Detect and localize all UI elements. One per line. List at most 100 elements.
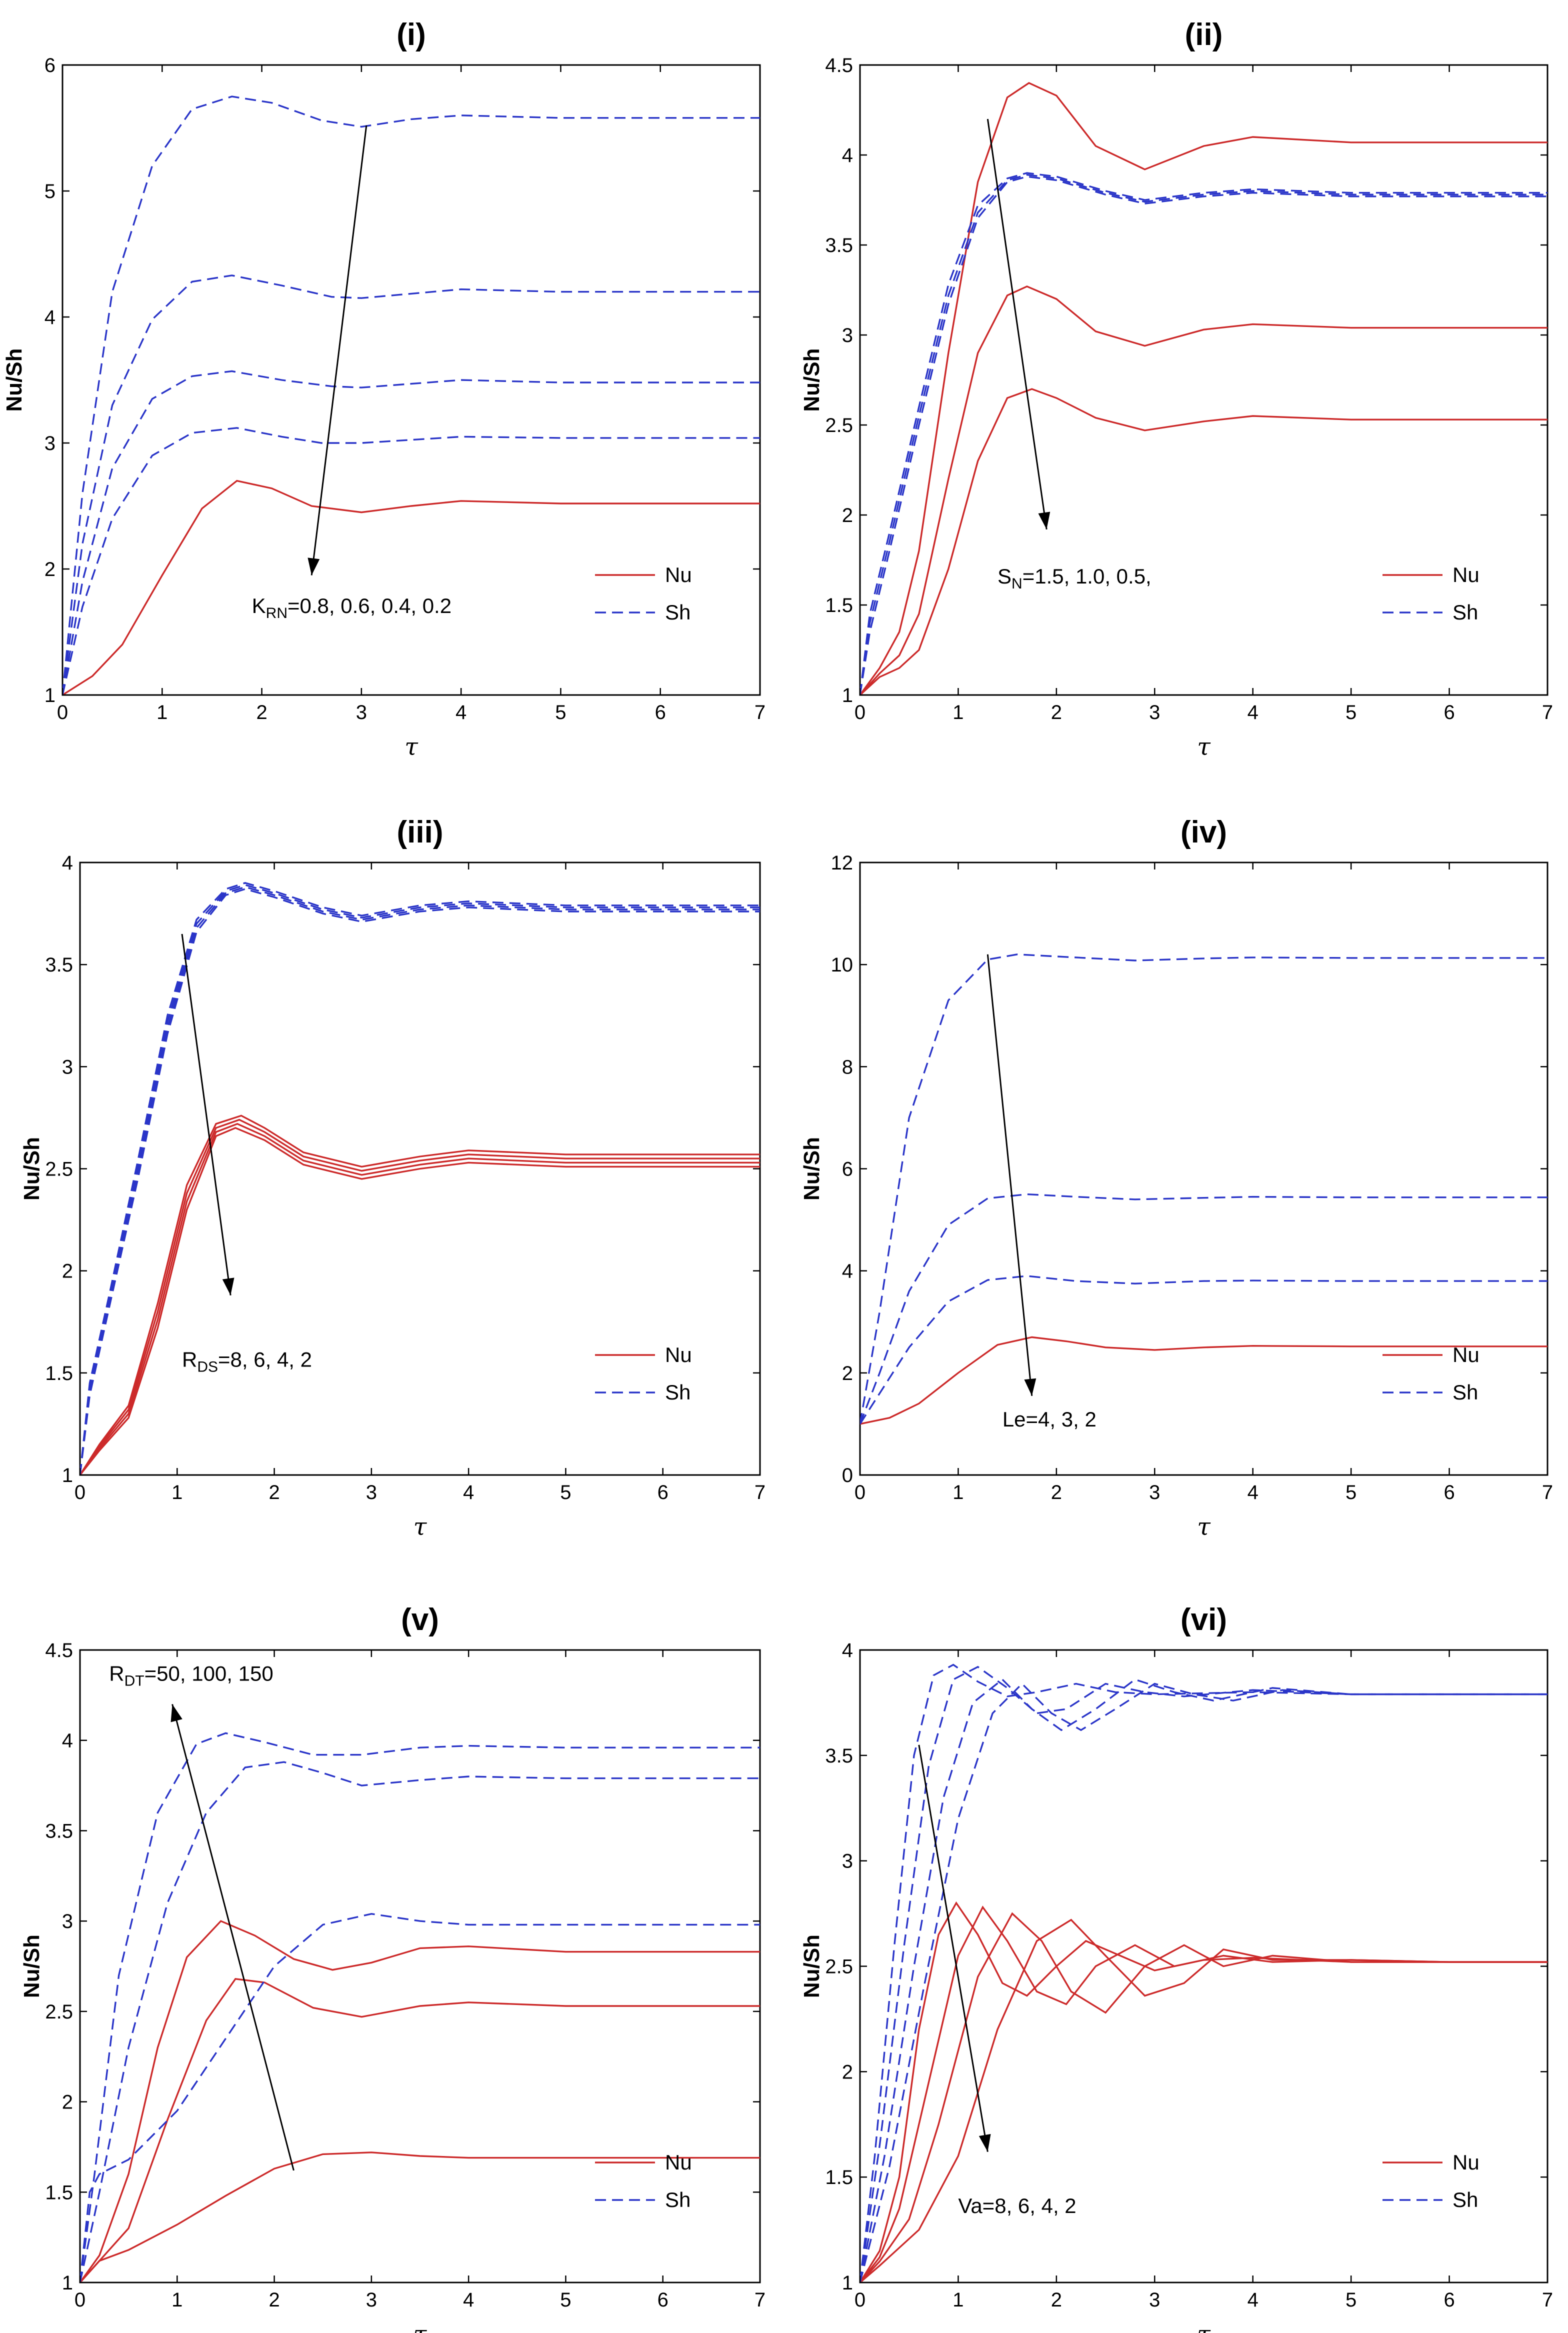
x-tick-label: 3 xyxy=(356,702,367,724)
x-tick-label: 7 xyxy=(754,702,766,724)
legend: Nu Sh xyxy=(1382,563,1480,624)
y-tick-label: 3.5 xyxy=(825,234,853,256)
x-tick-label: 5 xyxy=(560,2289,571,2311)
annotation-arrowhead xyxy=(1038,512,1050,530)
annotation-label: Va=8, 6, 4, 2 xyxy=(958,2194,1076,2218)
series-line-sh-2 xyxy=(860,1275,1548,1424)
x-tick-label: 1 xyxy=(172,2289,182,2311)
y-tick-label: 0 xyxy=(842,1464,853,1486)
y-tick-label: 1.5 xyxy=(45,1362,73,1384)
series-line-sh-5 xyxy=(80,1761,760,2282)
x-tick-label: 1 xyxy=(156,702,168,724)
panel-2: (ii)0 1 2 3 4 5 6 711.522.533.544.5τNu/ShSN=1.5… xyxy=(800,18,1553,761)
x-tick-label: 2 xyxy=(1051,2289,1062,2311)
y-tick-label: 2.5 xyxy=(825,414,853,436)
annotation-arrow xyxy=(986,118,1048,530)
legend-label-sh: Sh xyxy=(665,2188,690,2212)
x-tick-label: 7 xyxy=(754,1482,766,1504)
x-tick-label: 1 xyxy=(952,1482,964,1504)
annotation-subscript: DS xyxy=(197,1359,218,1376)
annotation-arrowhead xyxy=(308,558,320,576)
series-group xyxy=(80,882,760,1475)
x-tick-label: 3 xyxy=(1149,1482,1160,1504)
y-tick-label: 2 xyxy=(62,2092,73,2114)
legend-label-nu: Nu xyxy=(665,2150,692,2174)
x-tick-label: 1 xyxy=(172,1482,182,1504)
y-tick-label: 4 xyxy=(842,144,853,166)
y-tick-label: 3 xyxy=(44,432,56,454)
series-line-sh-6 xyxy=(80,884,760,1475)
x-tick-label: 3 xyxy=(1149,2289,1160,2311)
annotation-arrowhead xyxy=(1024,1378,1036,1396)
y-axis-label: Nu/Sh xyxy=(800,1934,824,1998)
y-tick-label: 4 xyxy=(62,852,73,874)
x-tick-label: 4 xyxy=(463,2289,474,2311)
series-line-nu-3 xyxy=(80,1920,760,2282)
y-tick-label: 3 xyxy=(842,324,853,346)
series-line-sh-5 xyxy=(860,174,1548,695)
annotation-arrowhead xyxy=(978,2134,991,2152)
legend-label-nu: Nu xyxy=(665,563,692,586)
x-axis-label: τ xyxy=(404,733,418,761)
series-line-sh-8 xyxy=(80,888,760,1475)
series-line-sh-3 xyxy=(62,370,760,695)
series-group xyxy=(860,1664,1548,2282)
x-tick-label: 7 xyxy=(754,2289,766,2311)
series-line-sh-4 xyxy=(62,274,760,695)
y-tick-label: 2.5 xyxy=(45,2001,73,2023)
annotation-base: S xyxy=(998,564,1012,588)
y-tick-label: 1.5 xyxy=(825,594,853,616)
x-tick-label: 2 xyxy=(1051,702,1062,724)
x-tick-label: 0 xyxy=(57,702,68,724)
legend-label-sh: Sh xyxy=(665,1380,690,1404)
y-tick-label: 4 xyxy=(44,306,56,328)
plot-area xyxy=(79,1649,761,2284)
plot-area xyxy=(859,64,1548,696)
y-tick-label: 10 xyxy=(831,954,854,976)
series-line-nu-2 xyxy=(80,1978,760,2282)
annotation-subscript: DT xyxy=(124,1672,144,1689)
legend: Nu Sh xyxy=(595,1343,692,1404)
y-tick-label: 4.5 xyxy=(45,1640,73,1662)
x-tick-label: 6 xyxy=(655,702,666,724)
x-axis-label: τ xyxy=(1197,733,1211,761)
series-line-nu-2 xyxy=(80,1122,760,1475)
series-line-nu-1 xyxy=(860,388,1548,695)
y-axis-label: Nu/Sh xyxy=(20,1137,44,1200)
x-tick-label: 7 xyxy=(1542,2289,1553,2311)
panel-title: (v) xyxy=(401,1602,439,1637)
annotation-label: Le=4, 3, 2 xyxy=(1002,1408,1096,1431)
annotation-arrow xyxy=(986,954,1033,1396)
annotation-base: K xyxy=(252,594,266,618)
x-tick-label: 0 xyxy=(74,2289,86,2311)
legend-label-nu: Nu xyxy=(665,1343,692,1366)
annotation-arrow xyxy=(172,1704,294,2171)
y-tick-label: 4 xyxy=(842,1260,853,1282)
legend: Nu Sh xyxy=(595,2150,692,2212)
series-line-sh-4 xyxy=(860,172,1548,695)
annotation-values: =1.5, 1.0, 0.5, xyxy=(1022,564,1152,588)
x-tick-label: 6 xyxy=(658,1482,668,1504)
panel-title: (ii) xyxy=(1185,18,1223,52)
x-tick-label: 0 xyxy=(854,702,866,724)
y-tick-label: 3.5 xyxy=(45,1820,73,1842)
series-line-nu-1 xyxy=(80,1126,760,1475)
x-tick-label: 7 xyxy=(1542,702,1553,724)
plot-area xyxy=(859,862,1548,1476)
annotation-base: R xyxy=(109,1662,124,1685)
annotation-base: Le=4, 3, 2 xyxy=(1002,1408,1096,1431)
y-tick-label: 1 xyxy=(44,684,56,706)
annotation-arrowhead xyxy=(222,1278,234,1296)
series-group xyxy=(860,954,1548,1425)
y-tick-label: 3.5 xyxy=(45,954,73,976)
legend: Nu Sh xyxy=(1382,1343,1480,1404)
series-line-nu-3 xyxy=(860,1912,1548,2282)
series-line-sh-8 xyxy=(860,1682,1548,2282)
series-line-nu-1 xyxy=(860,1336,1548,1425)
y-tick-label: 8 xyxy=(842,1056,853,1078)
y-tick-label: 1 xyxy=(62,2272,73,2294)
